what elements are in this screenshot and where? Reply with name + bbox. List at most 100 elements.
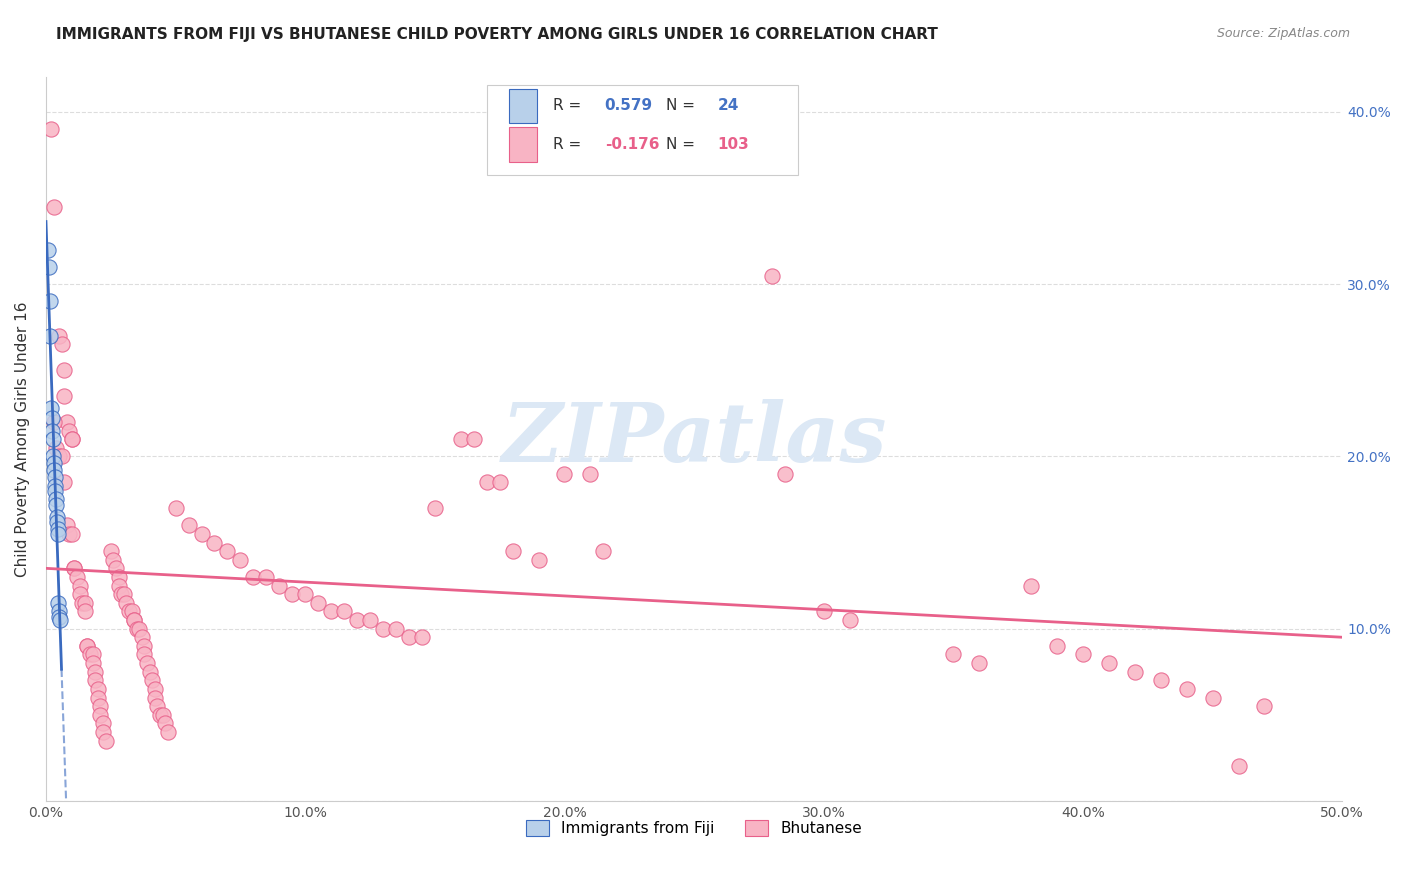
Point xyxy=(45,509,67,524)
Point xyxy=(149,707,172,722)
Point xyxy=(475,475,498,490)
Point xyxy=(73,596,96,610)
Point xyxy=(41,432,63,446)
Point xyxy=(217,544,239,558)
Point xyxy=(53,475,76,490)
Point xyxy=(1227,759,1250,773)
Point xyxy=(60,527,83,541)
Point xyxy=(53,389,76,403)
Point xyxy=(44,478,66,492)
Point xyxy=(1071,648,1094,662)
Text: 0.579: 0.579 xyxy=(605,98,652,113)
Point xyxy=(63,561,86,575)
Point xyxy=(294,587,316,601)
Point xyxy=(46,522,69,536)
Point xyxy=(103,553,125,567)
Point xyxy=(190,527,212,541)
Point xyxy=(55,415,77,429)
Point xyxy=(321,604,343,618)
Point xyxy=(53,363,76,377)
Text: -0.176: -0.176 xyxy=(605,136,659,152)
Point xyxy=(45,492,67,507)
Point xyxy=(41,411,63,425)
FancyBboxPatch shape xyxy=(509,127,537,161)
Point xyxy=(398,630,420,644)
Text: N =: N = xyxy=(665,136,699,152)
Point xyxy=(72,596,94,610)
Point xyxy=(1123,665,1146,679)
Point xyxy=(553,467,575,481)
Point xyxy=(1201,690,1223,705)
Point xyxy=(66,570,89,584)
Point xyxy=(579,467,602,481)
Point xyxy=(42,200,65,214)
Point xyxy=(969,656,991,670)
Text: 103: 103 xyxy=(717,136,749,152)
Point xyxy=(229,553,252,567)
Point xyxy=(37,243,59,257)
Point xyxy=(76,639,98,653)
Point xyxy=(115,596,138,610)
Point xyxy=(46,527,69,541)
Text: R =: R = xyxy=(553,98,586,113)
Point xyxy=(156,725,179,739)
Point xyxy=(69,578,91,592)
Point xyxy=(359,613,381,627)
Point xyxy=(48,596,70,610)
Point xyxy=(42,456,65,470)
Point xyxy=(87,681,110,696)
Point xyxy=(242,570,264,584)
Point xyxy=(204,535,226,549)
Point xyxy=(177,518,200,533)
Point xyxy=(91,725,114,739)
Point xyxy=(45,441,67,455)
Point xyxy=(39,328,62,343)
Point xyxy=(76,639,98,653)
Point xyxy=(79,648,101,662)
Point xyxy=(38,294,60,309)
Point xyxy=(592,544,614,558)
Text: 24: 24 xyxy=(717,98,738,113)
Point xyxy=(51,450,73,464)
Point xyxy=(488,475,510,490)
Point xyxy=(55,518,77,533)
Point xyxy=(385,622,408,636)
Point xyxy=(155,716,177,731)
Point xyxy=(41,424,63,438)
Point xyxy=(45,498,67,512)
Point xyxy=(38,260,60,274)
Point xyxy=(463,432,485,446)
Point xyxy=(51,337,73,351)
Point xyxy=(107,578,129,592)
Point xyxy=(44,463,66,477)
Point xyxy=(450,432,472,446)
Point xyxy=(371,622,394,636)
Point xyxy=(48,328,70,343)
Point xyxy=(165,501,187,516)
Point xyxy=(112,587,135,601)
Text: IMMIGRANTS FROM FIJI VS BHUTANESE CHILD POVERTY AMONG GIRLS UNDER 16 CORRELATION: IMMIGRANTS FROM FIJI VS BHUTANESE CHILD … xyxy=(56,27,938,42)
Point xyxy=(134,639,156,653)
Point xyxy=(131,630,153,644)
Legend: Immigrants from Fiji, Bhutanese: Immigrants from Fiji, Bhutanese xyxy=(519,813,870,844)
Point xyxy=(48,609,70,624)
Point xyxy=(44,470,66,484)
Point xyxy=(44,483,66,498)
Point xyxy=(143,681,166,696)
Point xyxy=(813,604,835,618)
Point xyxy=(48,450,70,464)
Point xyxy=(411,630,433,644)
Y-axis label: Child Poverty Among Girls Under 16: Child Poverty Among Girls Under 16 xyxy=(15,301,30,577)
Text: ZIPatlas: ZIPatlas xyxy=(502,399,887,479)
Text: R =: R = xyxy=(553,136,586,152)
Point xyxy=(143,690,166,705)
Point xyxy=(73,604,96,618)
Point xyxy=(254,570,277,584)
Point xyxy=(94,733,117,747)
Point xyxy=(122,613,145,627)
Point xyxy=(121,604,143,618)
Point xyxy=(87,690,110,705)
Point xyxy=(58,424,80,438)
Point xyxy=(307,596,329,610)
Point xyxy=(141,673,163,688)
